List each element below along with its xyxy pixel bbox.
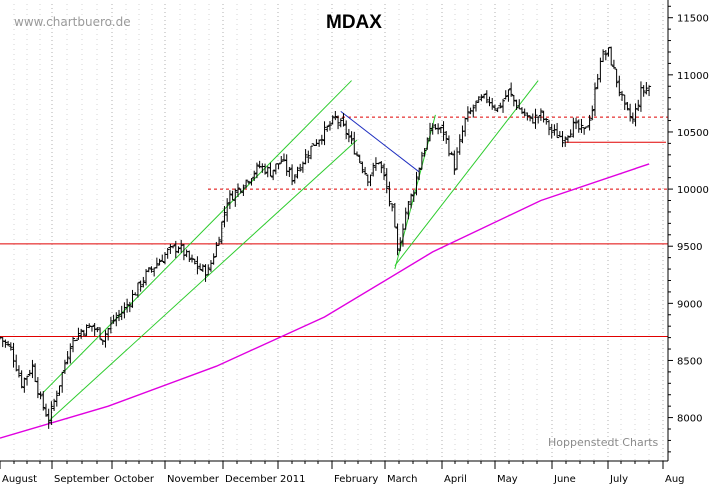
x-tick-label: December [225,474,278,485]
grid [13,4,664,461]
trend-line-green [42,80,352,393]
x-tick-label: March [387,474,417,485]
y-tick-label: 9500 [677,242,702,253]
plot-frame [0,0,669,462]
x-tick-label: 2011 [280,474,305,485]
chart-title: MDAX [326,12,382,33]
y-tick-label: 11000 [677,71,709,82]
price-bars [0,46,652,429]
x-axis: August September October November December 20… [0,461,685,485]
moving-average-layer [0,163,650,439]
x-tick-label: October [114,474,155,485]
x-tick-label: November [167,474,220,485]
x-tick-label: Aug [665,474,685,485]
trend-line-green [48,139,358,422]
y-axis: 11500 11000 10500 10000 9500 9000 8500 8000 [668,5,709,453]
x-tick-label: June [553,474,576,485]
trend-line-green [394,80,539,266]
x-tick-label: July [609,474,628,485]
y-tick-label: 11500 [677,14,709,25]
y-tick-label: 10000 [677,185,709,196]
horizontal-lines [0,116,668,337]
x-tick-label: May [497,474,518,485]
moving-average-line [0,163,650,439]
trend-lines [42,80,539,422]
watermark: www.chartbuero.de [14,15,131,29]
x-tick-label: February [334,474,378,485]
trend-line-green [394,114,436,270]
y-tick-label: 10500 [677,128,709,139]
y-tick-label: 8500 [677,356,702,367]
x-tick-label: April [444,474,467,485]
credit-label: Hoppenstedt Charts [548,436,659,449]
y-tick-label: 8000 [677,414,702,425]
trend-line-blue [340,110,420,173]
x-tick-label: September [54,474,110,485]
y-tick-label: 9000 [677,299,702,310]
x-tick-label: August [2,474,37,485]
